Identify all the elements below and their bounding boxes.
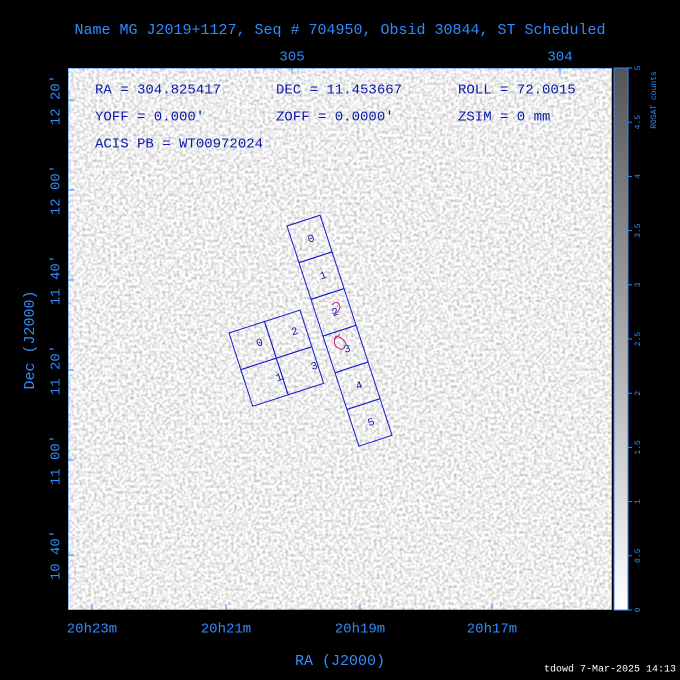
chip — [346, 398, 393, 447]
chip-label: 2 — [290, 326, 300, 339]
colorbar-tick-label: 4.5 — [634, 115, 643, 130]
info-line: ROLL = 72.0015 — [458, 83, 576, 99]
colorbar-title: ROSAT counts — [650, 71, 659, 129]
colorbar-tick-label: 1 — [634, 499, 643, 504]
colorbar-tick-label: 0.5 — [634, 548, 643, 563]
colorbar — [613, 67, 629, 611]
source-contour — [331, 301, 347, 350]
chip-label: 3 — [343, 343, 353, 356]
colorbar-tick-label: 2 — [634, 391, 643, 396]
colorbar-tick-label: 3.5 — [634, 223, 643, 238]
colorbar-tick-label: 3 — [634, 282, 643, 287]
top-tick-label: 305 — [279, 50, 304, 66]
x-axis-title: RA (J2000) — [295, 653, 385, 670]
footer: tdowd 7-Mar-2025 14:13 — [544, 664, 676, 676]
colorbar-tick-label: 1.5 — [634, 440, 643, 455]
sky-image — [67, 67, 613, 611]
top-tick-label: 304 — [547, 50, 572, 66]
chip-label: 3 — [310, 361, 320, 374]
chip-label: 5 — [367, 417, 377, 430]
y-tick-label: 10 40' — [49, 530, 65, 580]
colorbar-tick-label: 5 — [634, 65, 643, 70]
info-line: DEC = 11.453667 — [276, 83, 402, 99]
colorbar-tick-label: 0 — [634, 607, 643, 612]
y-tick-label: 11 00' — [49, 435, 65, 485]
info-block: RA = 304.825417 DEC = 11.453667 ROLL = 72.… — [95, 83, 576, 153]
y-tick-label: 12 20' — [49, 75, 65, 125]
chip-label: 1 — [319, 270, 329, 284]
chip-label: 4 — [355, 380, 365, 394]
x-tick-label: 20h17m — [467, 622, 517, 638]
info-line: ZOFF = 0.0000' — [276, 110, 394, 126]
info-line: YOFF = 0.000' — [95, 110, 204, 126]
chip-label: 1 — [274, 372, 284, 386]
x-tick-label: 20h23m — [67, 622, 117, 638]
x-tick-label: 20h21m — [201, 622, 251, 638]
y-tick-label: 11 40' — [49, 255, 65, 305]
info-line: RA = 304.825417 — [95, 83, 221, 99]
chip — [275, 346, 325, 396]
chip-label: 0 — [255, 337, 265, 350]
y-axis-title: Dec (J2000) — [22, 290, 39, 389]
colorbar-tick-label: 4 — [634, 174, 643, 179]
colorbar-tick-label: 2.5 — [634, 332, 643, 347]
y-tick-label: 11 20' — [49, 345, 65, 395]
info-line: ACIS PB = WT00972024 — [95, 137, 263, 153]
acis-i-array: 0 1 2 3 — [228, 309, 325, 407]
title: Name MG J2019+1127, Seq # 704950, Obsid … — [74, 22, 605, 39]
x-tick-label: 20h19m — [335, 622, 385, 638]
chip-label: 0 — [307, 233, 317, 246]
y-tick-label: 12 00' — [49, 165, 65, 215]
info-line: ZSIM = 0 mm — [458, 110, 550, 126]
